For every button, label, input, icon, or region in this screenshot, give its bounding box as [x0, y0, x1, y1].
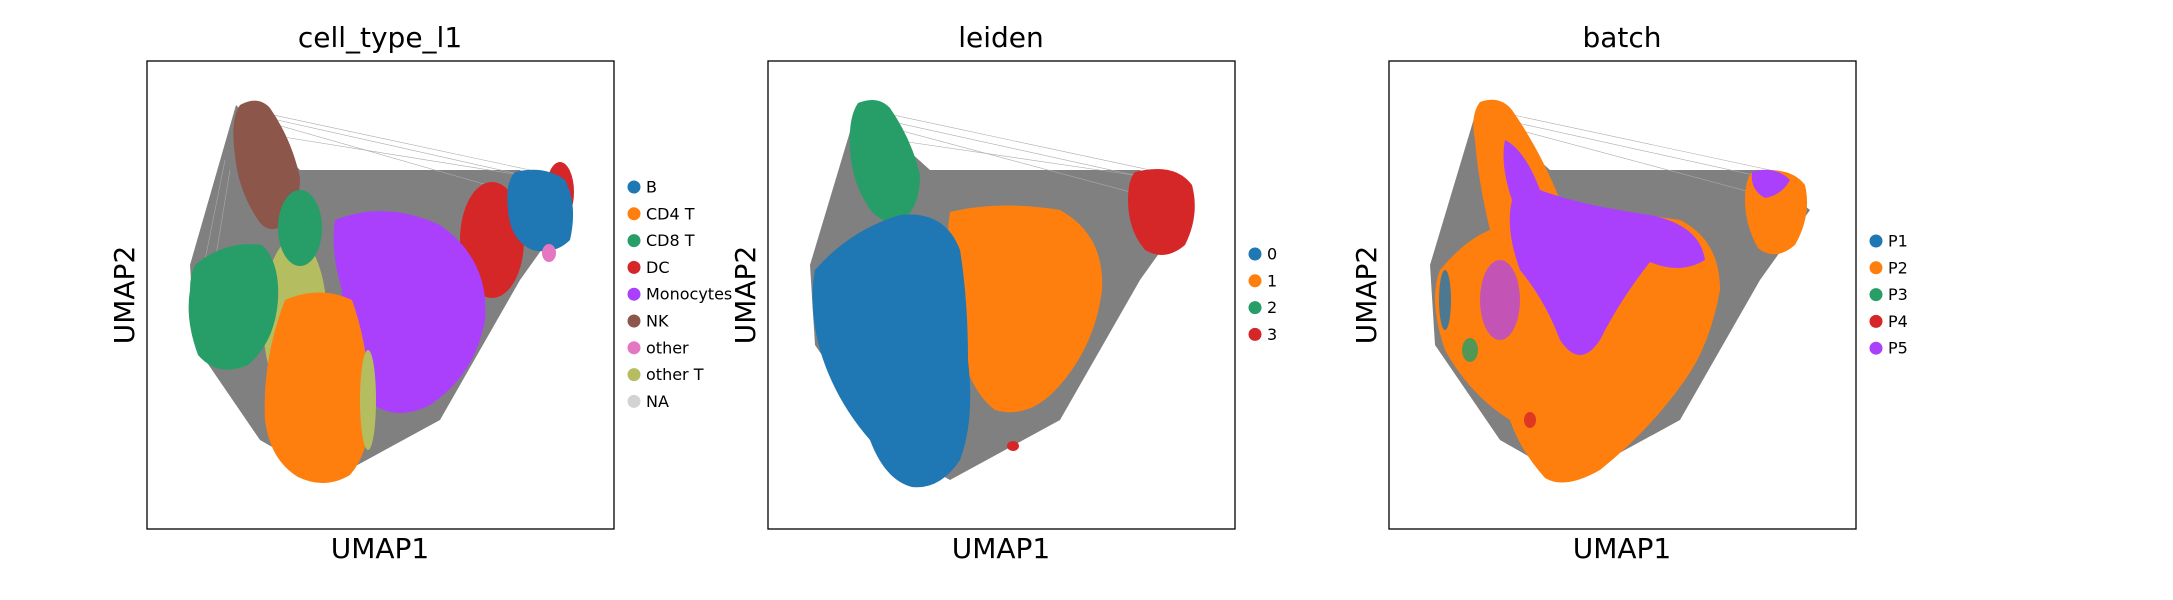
legend-marker: [627, 394, 641, 408]
cluster-cd8-t: [188, 244, 279, 370]
legend-item: P1: [1869, 232, 1908, 251]
legend-marker: [1869, 314, 1883, 328]
legend-marker: [627, 368, 641, 382]
legend-label: P1: [1888, 232, 1908, 251]
panel-leiden: leiden UMAP1 UMAP2 0 1 2 3: [729, 21, 1277, 565]
legend-marker: [1869, 234, 1883, 248]
panel-batch: batch UMAP1 UMAP2 P1 P2 P3 P4 P5: [1350, 21, 1908, 565]
panel-cell-type-l1: cell_type_l1 UMAP1: [108, 21, 732, 565]
legend-item: NA: [627, 392, 669, 411]
cluster-p1: [1439, 270, 1451, 330]
legend-item: B: [627, 178, 657, 197]
legend-item: P4: [1869, 312, 1908, 331]
legend-marker: [1869, 341, 1883, 355]
legend-marker: [1869, 261, 1883, 275]
legend-label: Monocytes: [646, 285, 732, 304]
legend-marker: [627, 260, 641, 274]
cluster-0: [812, 214, 971, 488]
y-axis-label: UMAP2: [108, 246, 141, 345]
legend-label: 1: [1267, 271, 1277, 290]
legend-marker: [627, 207, 641, 221]
legend-item: CD8 T: [627, 231, 695, 250]
cluster-3: [1128, 168, 1195, 255]
legend-item: Monocytes: [627, 285, 732, 304]
legend-label: NK: [646, 312, 669, 331]
legend-marker: [627, 287, 641, 301]
legend-item: 3: [1248, 325, 1277, 344]
legend-label: other T: [646, 365, 704, 384]
axes-frame: [146, 60, 615, 530]
legend-label: DC: [646, 258, 670, 277]
cluster-cd4-t: [264, 292, 371, 484]
legend-label: other: [646, 338, 689, 357]
legend-item: DC: [627, 258, 670, 277]
legend-marker: [1248, 301, 1262, 315]
axes-frame: [767, 60, 1236, 530]
x-axis-label: UMAP1: [331, 532, 430, 565]
legend-marker: [1248, 327, 1262, 341]
x-axis-label: UMAP1: [952, 532, 1051, 565]
x-axis-label: UMAP1: [1573, 532, 1672, 565]
cluster-p5-3: [1480, 260, 1520, 340]
legend-marker: [1248, 274, 1262, 288]
legend-label: P3: [1888, 285, 1908, 304]
legend-item: CD4 T: [627, 204, 695, 223]
legend: P1 P2 P3 P4 P5: [1869, 232, 1908, 358]
legend-item: P3: [1869, 285, 1908, 304]
scatter-points: [810, 99, 1195, 488]
legend-item: other: [627, 338, 689, 357]
legend-label: 0: [1267, 245, 1277, 264]
legend-label: CD4 T: [646, 204, 695, 223]
legend-marker: [627, 234, 641, 248]
legend-marker: [1248, 247, 1262, 261]
legend-label: CD8 T: [646, 231, 695, 250]
cluster-b: [507, 169, 574, 252]
cluster-3-2: [1007, 441, 1019, 451]
cluster-1: [946, 205, 1103, 413]
legend: 0 1 2 3: [1248, 245, 1277, 344]
legend-label: B: [646, 178, 657, 197]
legend-marker: [627, 314, 641, 328]
cluster-p5: [1503, 140, 1705, 355]
panel-title: batch: [1582, 21, 1661, 54]
graph-edge-lines: [1489, 109, 1786, 201]
cluster-p4: [1524, 412, 1536, 428]
y-axis-label: UMAP2: [1350, 246, 1383, 345]
scatter-points: [188, 100, 574, 484]
cluster-2: [849, 99, 920, 222]
legend-item: other T: [627, 365, 704, 384]
cluster-nk: [233, 100, 300, 229]
legend-marker: [627, 341, 641, 355]
cluster-cd8-t-2: [278, 190, 322, 266]
legend-label: P5: [1888, 339, 1908, 358]
legend-item: P5: [1869, 339, 1908, 358]
panel-title: cell_type_l1: [298, 21, 462, 54]
legend-label: P2: [1888, 258, 1908, 277]
legend-item: 2: [1248, 298, 1277, 317]
axes-frame: [1388, 60, 1857, 530]
cluster-other-2: [542, 244, 556, 262]
legend-label: 3: [1267, 325, 1277, 344]
legend: B CD4 T CD8 T DC Monocytes NK other other T NA: [627, 178, 732, 411]
cluster-p3: [1462, 338, 1478, 362]
y-axis-label: UMAP2: [729, 246, 762, 345]
legend-label: 2: [1267, 298, 1277, 317]
scatter-points: [1430, 99, 1810, 483]
panel-title: leiden: [958, 21, 1044, 54]
cluster-p5-2: [1751, 169, 1790, 198]
legend-item: 0: [1248, 245, 1277, 264]
legend-item: NK: [627, 312, 669, 331]
legend-marker: [1869, 288, 1883, 302]
legend-label: NA: [646, 392, 669, 411]
cluster-other-t-2: [360, 350, 376, 450]
legend-item: P2: [1869, 258, 1908, 277]
legend-marker: [627, 180, 641, 194]
legend-label: P4: [1888, 312, 1908, 331]
legend-item: 1: [1248, 271, 1277, 290]
